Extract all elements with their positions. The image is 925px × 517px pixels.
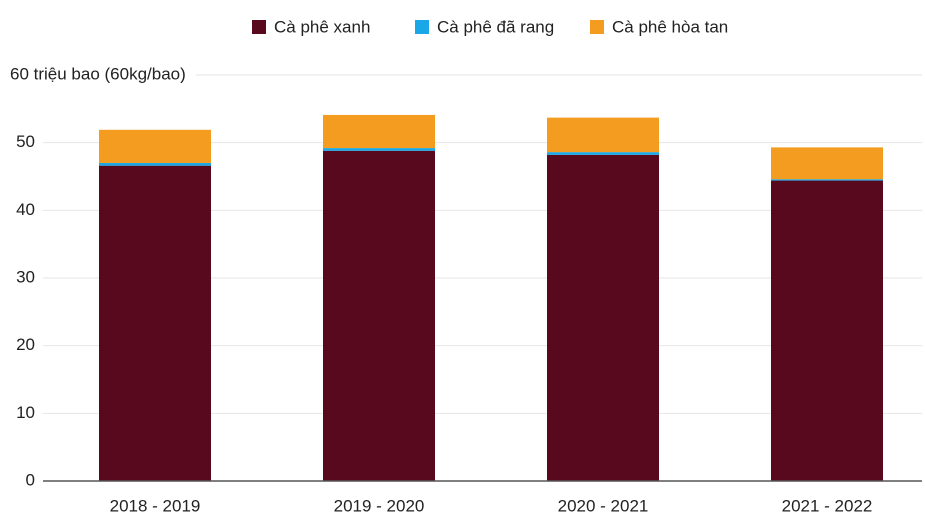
legend-label: Cà phê hòa tan (612, 17, 728, 36)
y-tick-label: 40 (16, 200, 35, 219)
legend-label: Cà phê xanh (274, 17, 370, 36)
x-tick-label: 2020 - 2021 (558, 496, 649, 515)
legend-swatch (252, 20, 266, 34)
x-tick-label: 2019 - 2020 (334, 496, 425, 515)
bar-segment (771, 180, 883, 481)
y-axis-title-tick: 60 triệu bao (60kg/bao) (10, 64, 186, 83)
bar-segment (771, 179, 883, 181)
bar-segment (99, 162, 211, 166)
bar-segment (771, 147, 883, 180)
bar-segment (547, 117, 659, 153)
x-tick-label: 2021 - 2022 (782, 496, 873, 515)
legend-swatch (590, 20, 604, 34)
bar-segment (99, 165, 211, 481)
bar-segment (547, 152, 659, 155)
x-tick-label: 2018 - 2019 (110, 496, 201, 515)
bar-segment (323, 148, 435, 151)
y-tick-label: 0 (26, 470, 35, 489)
y-tick-label: 50 (16, 132, 35, 151)
legend-label: Cà phê đã rang (437, 17, 554, 36)
bar-segment (547, 154, 659, 481)
bar-segment (323, 150, 435, 481)
bar-segment (323, 114, 435, 149)
y-tick-label: 30 (16, 267, 35, 286)
y-tick-label: 20 (16, 335, 35, 354)
bar-segment (99, 129, 211, 163)
y-tick-label: 10 (16, 403, 35, 422)
legend-swatch (415, 20, 429, 34)
